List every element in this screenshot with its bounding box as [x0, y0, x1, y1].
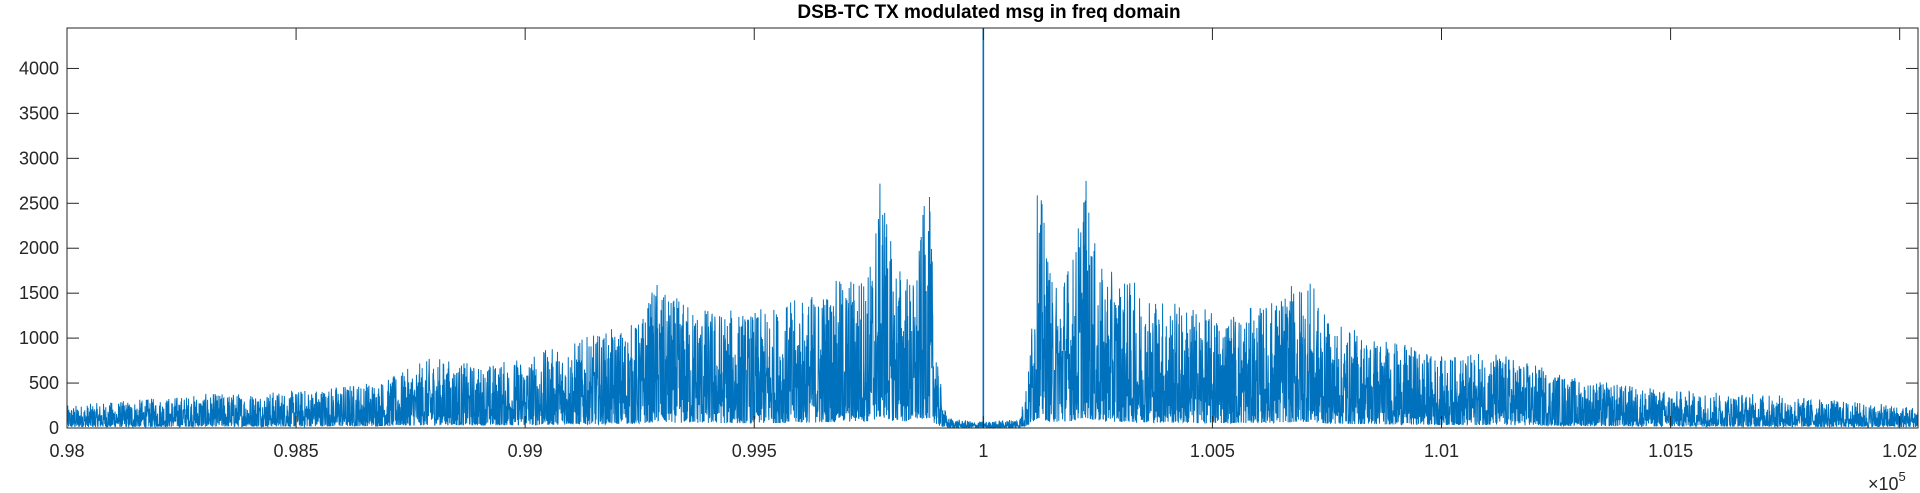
y-tick-label: 2500 — [19, 193, 59, 213]
y-tick-label: 1500 — [19, 283, 59, 303]
y-tick-label: 2000 — [19, 238, 59, 258]
y-tick-label: 500 — [29, 373, 59, 393]
y-tick-label: 3500 — [19, 103, 59, 123]
chart-title: DSB-TC TX modulated msg in freq domain — [797, 2, 1180, 23]
x-tick-label: 1.005 — [1190, 441, 1235, 461]
x-tick-label: 0.995 — [732, 441, 777, 461]
x-exponent-label: ×105 — [1868, 469, 1906, 493]
x-exponent-power: 5 — [1899, 469, 1906, 484]
y-tick-label: 1000 — [19, 328, 59, 348]
x-tick-label: 0.99 — [508, 441, 543, 461]
x-tick-label: 0.98 — [49, 441, 84, 461]
x-tick-label: 1.01 — [1424, 441, 1459, 461]
axes-box — [66, 27, 1919, 429]
x-exponent-base: ×10 — [1868, 474, 1899, 493]
y-axis-ticks: 0 500 1000 1500 2000 2500 3000 3500 4000 — [19, 58, 1918, 438]
x-tick-label: 1.015 — [1648, 441, 1693, 461]
plot-area — [66, 28, 1919, 430]
x-axis-ticks: 0.98 0.985 0.99 0.995 1 1.005 1.01 1.015 1.02 — [49, 28, 1917, 461]
x-tick-label: 0.985 — [274, 441, 319, 461]
x-tick-label: 1.02 — [1882, 441, 1917, 461]
y-tick-label: 4000 — [19, 58, 59, 78]
spectrum-trace — [66, 180, 1919, 430]
y-tick-label: 0 — [49, 418, 59, 438]
x-tick-label: 1 — [978, 441, 988, 461]
y-tick-label: 3000 — [19, 148, 59, 168]
